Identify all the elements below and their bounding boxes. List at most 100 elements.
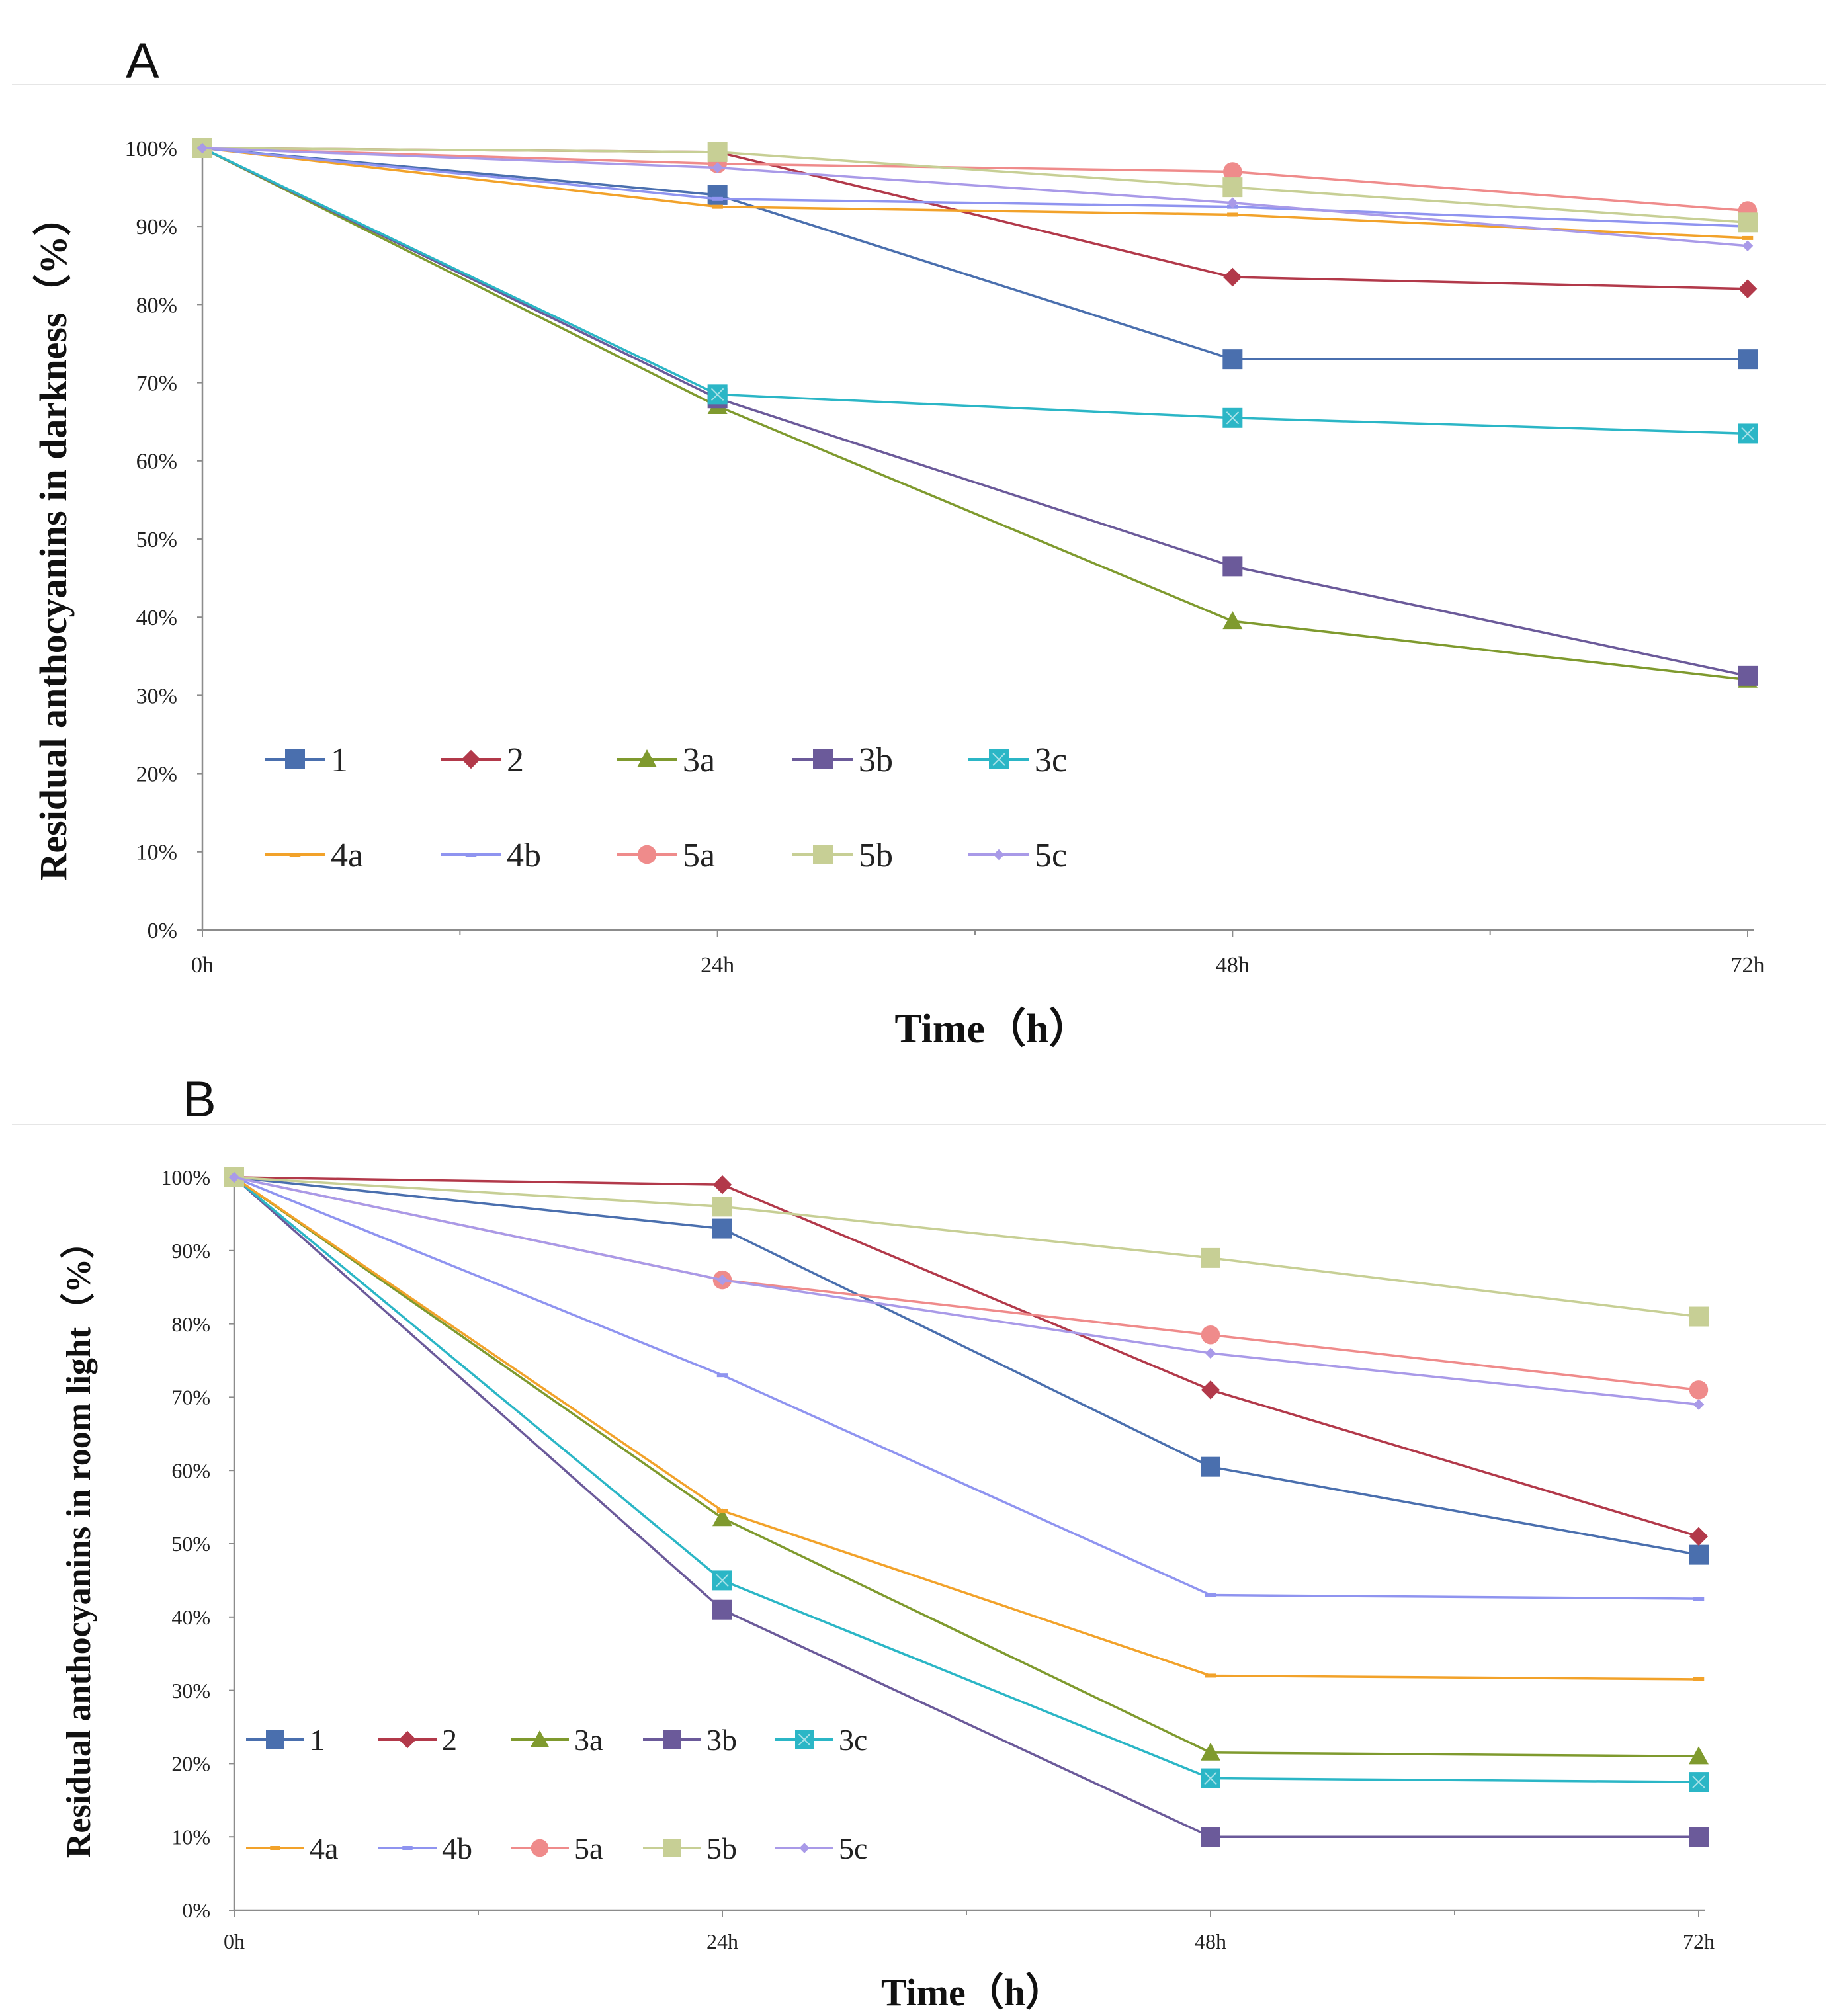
series-5b — [192, 138, 1758, 233]
panel-label: B — [183, 1071, 216, 1128]
data-point-3b — [1689, 1827, 1709, 1847]
data-point-4a — [712, 204, 723, 209]
legend-marker — [461, 749, 481, 769]
x-tick-label: 48h — [1195, 1929, 1226, 1953]
legend-marker — [637, 845, 657, 864]
legend-marker — [398, 1730, 417, 1749]
data-point-3a — [1201, 1742, 1220, 1761]
legend-item-1: 1 — [265, 741, 348, 779]
y-tick-label: 70% — [171, 1386, 210, 1409]
series-line-3c — [233, 1176, 1699, 1783]
data-point-5c — [712, 162, 723, 173]
series-line-5a — [202, 147, 1748, 212]
data-point-4b — [1205, 1593, 1216, 1597]
series-line-5c — [202, 147, 1748, 247]
series-line-3a — [202, 147, 1748, 681]
legend-item-3b: 3b — [792, 741, 893, 779]
legend-marker-cross — [798, 1733, 811, 1746]
legend-item-4a: 4a — [246, 1831, 338, 1865]
legend-marker — [637, 749, 657, 767]
data-point-5c — [716, 1274, 728, 1286]
legend-marker — [289, 853, 301, 857]
y-tick-label: 100% — [125, 137, 177, 161]
y-tick-label: 40% — [136, 606, 177, 630]
legend-item-2: 2 — [378, 1723, 457, 1757]
series-5c — [196, 142, 1754, 251]
legend: 1 2 3a 3b 3c 4a 4b 5a 5b 5c — [246, 1723, 867, 1865]
series-line-5c — [234, 1176, 1699, 1406]
series-5c — [228, 1171, 1705, 1410]
legend-label: 5a — [683, 837, 715, 874]
series-line-1 — [202, 147, 1748, 360]
legend-marker — [531, 1839, 549, 1857]
x-tick-label: 24h — [706, 1929, 738, 1953]
y-tick-label: 20% — [171, 1752, 210, 1776]
x-tick-label: 72h — [1683, 1929, 1715, 1953]
series-line-3c — [202, 147, 1748, 435]
legend-label: 1 — [310, 1723, 325, 1757]
data-point-4b — [712, 196, 723, 201]
data-point-5c — [228, 1171, 240, 1183]
series-3b — [192, 138, 1758, 686]
series-3c — [224, 1167, 1709, 1792]
series-line-3b — [202, 147, 1748, 677]
legend-label: 5c — [1035, 837, 1067, 874]
data-point-2 — [1738, 279, 1758, 299]
legend-item-1: 1 — [246, 1723, 325, 1757]
data-point-3b — [712, 1599, 732, 1620]
legend-marker — [266, 1730, 284, 1749]
legend-label: 1 — [331, 741, 348, 779]
legend-label: 4a — [331, 837, 363, 874]
legend-item-3c: 3c — [775, 1723, 867, 1757]
data-point-3a — [1689, 1746, 1709, 1765]
legend-item-3a: 3a — [617, 741, 715, 779]
legend-label: 2 — [442, 1723, 457, 1757]
legend-marker — [663, 1839, 681, 1857]
series-line-4a — [234, 1176, 1699, 1681]
legend-label: 4b — [442, 1831, 472, 1865]
series-4b — [228, 1175, 1705, 1601]
data-point-1 — [1689, 1544, 1709, 1565]
legend-item-4a: 4a — [265, 837, 363, 874]
y-tick-label: 50% — [171, 1532, 210, 1556]
data-point-3c-cross — [1204, 1771, 1217, 1785]
data-point-5b — [707, 142, 728, 162]
data-point-5a — [1223, 162, 1242, 181]
legend-label: 4a — [310, 1831, 338, 1865]
legend-item-5c: 5c — [968, 837, 1067, 874]
legend-label: 3b — [859, 741, 893, 779]
data-point-5c — [1742, 240, 1754, 251]
panel-label: A — [126, 33, 159, 89]
legend: 1 2 3a 3b 3c 4a 4b 5a 5b 5c — [265, 741, 1067, 874]
series-2 — [224, 1167, 1709, 1546]
data-point-2 — [1689, 1527, 1709, 1546]
legend-item-3b: 3b — [643, 1723, 737, 1757]
data-point-2 — [712, 1175, 732, 1195]
x-tick-label: 72h — [1731, 953, 1765, 978]
legend-item-3a: 3a — [511, 1723, 603, 1757]
legend-label: 5c — [839, 1831, 867, 1865]
data-point-4a — [1693, 1677, 1705, 1681]
legend-item-5c: 5c — [775, 1831, 867, 1865]
legend-label: 3a — [683, 741, 715, 779]
y-tick-label: 60% — [171, 1458, 210, 1482]
y-tick-label: 90% — [171, 1239, 210, 1263]
legend-marker — [270, 1846, 280, 1850]
legend-marker — [465, 853, 477, 857]
data-point-5a — [1689, 1380, 1709, 1400]
data-point-3c-cross — [1741, 427, 1754, 441]
data-point-3a — [712, 1508, 732, 1527]
legend-marker — [813, 845, 833, 864]
y-tick-label: 30% — [171, 1679, 210, 1702]
legend-item-4b: 4b — [378, 1831, 472, 1865]
legend-marker — [402, 1846, 413, 1850]
legend-marker — [531, 1730, 549, 1747]
x-axis-title: Time（h） — [894, 1005, 1089, 1052]
legend-item-5b: 5b — [643, 1831, 737, 1865]
data-point-5c — [196, 142, 208, 154]
data-point-2 — [1223, 267, 1242, 287]
data-point-4a — [1742, 235, 1754, 240]
y-tick-label: 80% — [136, 293, 177, 317]
series-line-2 — [234, 1176, 1699, 1538]
data-point-1 — [707, 185, 728, 205]
